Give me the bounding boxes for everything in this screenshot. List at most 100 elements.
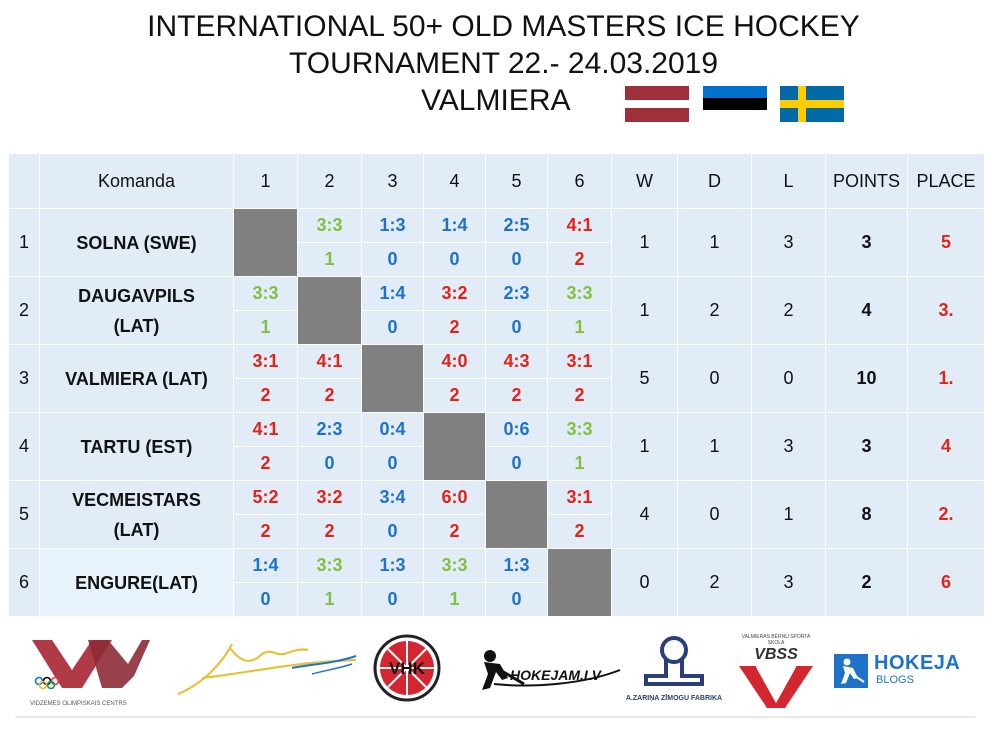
draws-cell: 0 [677, 480, 752, 549]
team-name-line: (LAT) [113, 519, 160, 540]
match-points: 2 [233, 514, 298, 549]
wins-cell: 1 [611, 208, 678, 277]
losses-cell: 1 [751, 480, 826, 549]
match-score: 4:1 [547, 208, 612, 243]
place-cell: 5 [907, 208, 985, 277]
match-points: 0 [233, 582, 298, 617]
svg-text:HOKEJAM.LV: HOKEJAM.LV [510, 667, 603, 683]
wins-cell: 5 [611, 344, 678, 413]
match-score: 3:1 [233, 344, 298, 379]
match-score: 0:6 [485, 412, 548, 447]
team-name: ENGURE(LAT) [39, 548, 234, 617]
losses-cell: 2 [751, 276, 826, 345]
match-points: 0 [297, 446, 362, 481]
self-match-cell [485, 480, 548, 549]
team-name-line: DAUGAVPILS [78, 285, 195, 306]
points-cell: 3 [825, 208, 908, 277]
column-header: 6 [547, 153, 612, 209]
row-number: 3 [8, 344, 40, 413]
match-points: 2 [485, 378, 548, 413]
match-points: 1 [297, 582, 362, 617]
team-name-line: VALMIERA (LAT) [65, 368, 208, 389]
match-score: 2:3 [297, 412, 362, 447]
match-score: 1:4 [233, 548, 298, 583]
match-points: 0 [361, 514, 424, 549]
table-row: 4 TARTU (EST) 4:1 2:3 0:4 0:6 3:3 1 1 3 3 4 [8, 412, 985, 481]
match-points: 2 [233, 378, 298, 413]
table-row: 6 ENGURE(LAT) 1:4 3:3 1:3 3:3 1:3 0 2 3 2 6 [8, 548, 985, 617]
table-row: 3 VALMIERA (LAT) 3:1 4:1 4:0 4:3 3:1 5 0 0 10 1. [8, 344, 985, 413]
match-points: 2 [423, 310, 486, 345]
latvia-flag-icon [625, 86, 689, 122]
match-score: 1:4 [423, 208, 486, 243]
vidzemes-olimpiskais-centrs-logo: VIDZEMES OLIMPISKAIS CENTRS [30, 636, 150, 707]
self-match-cell [233, 208, 298, 277]
match-points: 0 [485, 582, 548, 617]
match-score: 4:3 [485, 344, 548, 379]
match-points: 1 [423, 582, 486, 617]
match-points: 2 [233, 446, 298, 481]
team-name: SOLNA (SWE) [39, 208, 234, 277]
table-row: 5 VECMEISTARS (LAT) 5:2 3:2 3:4 6:0 3:1 4 0 1 8 2. [8, 480, 985, 549]
table-row: 1 SOLNA (SWE) 3:3 1:3 1:4 2:5 4:1 1 1 3 3 5 [8, 208, 985, 277]
column-header: L [751, 153, 826, 209]
match-score: 1:3 [361, 548, 424, 583]
sponsor-logos: VIDZEMES OLIMPISKAIS CENTRS VHK HOKEJAM.… [0, 630, 991, 710]
points-cell: 3 [825, 412, 908, 481]
match-score: 3:2 [297, 480, 362, 515]
table-row: 2 DAUGAVPILS (LAT) 3:3 1:4 3:2 2:3 3:3 1 2 2 4 3. [8, 276, 985, 345]
draws-cell: 1 [677, 412, 752, 481]
self-match-cell [423, 412, 486, 481]
standings-table: Komanda 1 2 3 4 5 6 W D L POINTS PLACE 1 SOLNA (SWE) 3… [8, 153, 985, 617]
team-name-line: (LAT) [113, 315, 160, 336]
vbss-logo: VALMIERAS BĒRNU SPORTA SKOLA VBSS [733, 634, 819, 708]
match-points: 0 [485, 446, 548, 481]
column-header: 1 [233, 153, 298, 209]
match-score: 4:1 [233, 412, 298, 447]
team-name-line: TARTU (EST) [80, 436, 193, 457]
wins-cell: 4 [611, 480, 678, 549]
wins-cell: 1 [611, 276, 678, 345]
match-score: 3:3 [547, 412, 612, 447]
losses-cell: 3 [751, 548, 826, 617]
match-score: 3:1 [547, 344, 612, 379]
header-row: Komanda 1 2 3 4 5 6 W D L POINTS PLACE [8, 153, 985, 209]
self-match-cell [297, 276, 362, 345]
match-score: 3:1 [547, 480, 612, 515]
team-name-line: ENGURE(LAT) [75, 572, 198, 593]
match-points: 2 [423, 514, 486, 549]
column-header: 5 [485, 153, 548, 209]
match-points: 1 [547, 446, 612, 481]
sweden-flag-icon [780, 86, 844, 122]
match-score: 3:3 [423, 548, 486, 583]
match-score: 3:3 [233, 276, 298, 311]
hokeja-blogs-logo: HOKEJA BLOGS [834, 652, 964, 696]
match-score: 2:5 [485, 208, 548, 243]
match-score: 0:4 [361, 412, 424, 447]
team-name-line: SOLNA (SWE) [76, 232, 197, 253]
match-points: 0 [361, 242, 424, 277]
losses-cell: 0 [751, 344, 826, 413]
team-name: DAUGAVPILS (LAT) [39, 276, 234, 345]
match-score: 3:4 [361, 480, 424, 515]
row-number: 4 [8, 412, 40, 481]
match-points: 2 [297, 378, 362, 413]
team-name-line: VECMEISTARS [72, 489, 201, 510]
match-score: 4:0 [423, 344, 486, 379]
column-header: 3 [361, 153, 424, 209]
place-cell: 6 [907, 548, 985, 617]
match-points: 1 [297, 242, 362, 277]
match-points: 0 [361, 310, 424, 345]
match-score: 3:3 [297, 548, 362, 583]
wins-cell: 1 [611, 412, 678, 481]
match-points: 2 [547, 242, 612, 277]
team-name: VALMIERA (LAT) [39, 344, 234, 413]
team-name: TARTU (EST) [39, 412, 234, 481]
match-score: 1:3 [361, 208, 424, 243]
column-header: 2 [297, 153, 362, 209]
footer-divider [15, 716, 975, 718]
